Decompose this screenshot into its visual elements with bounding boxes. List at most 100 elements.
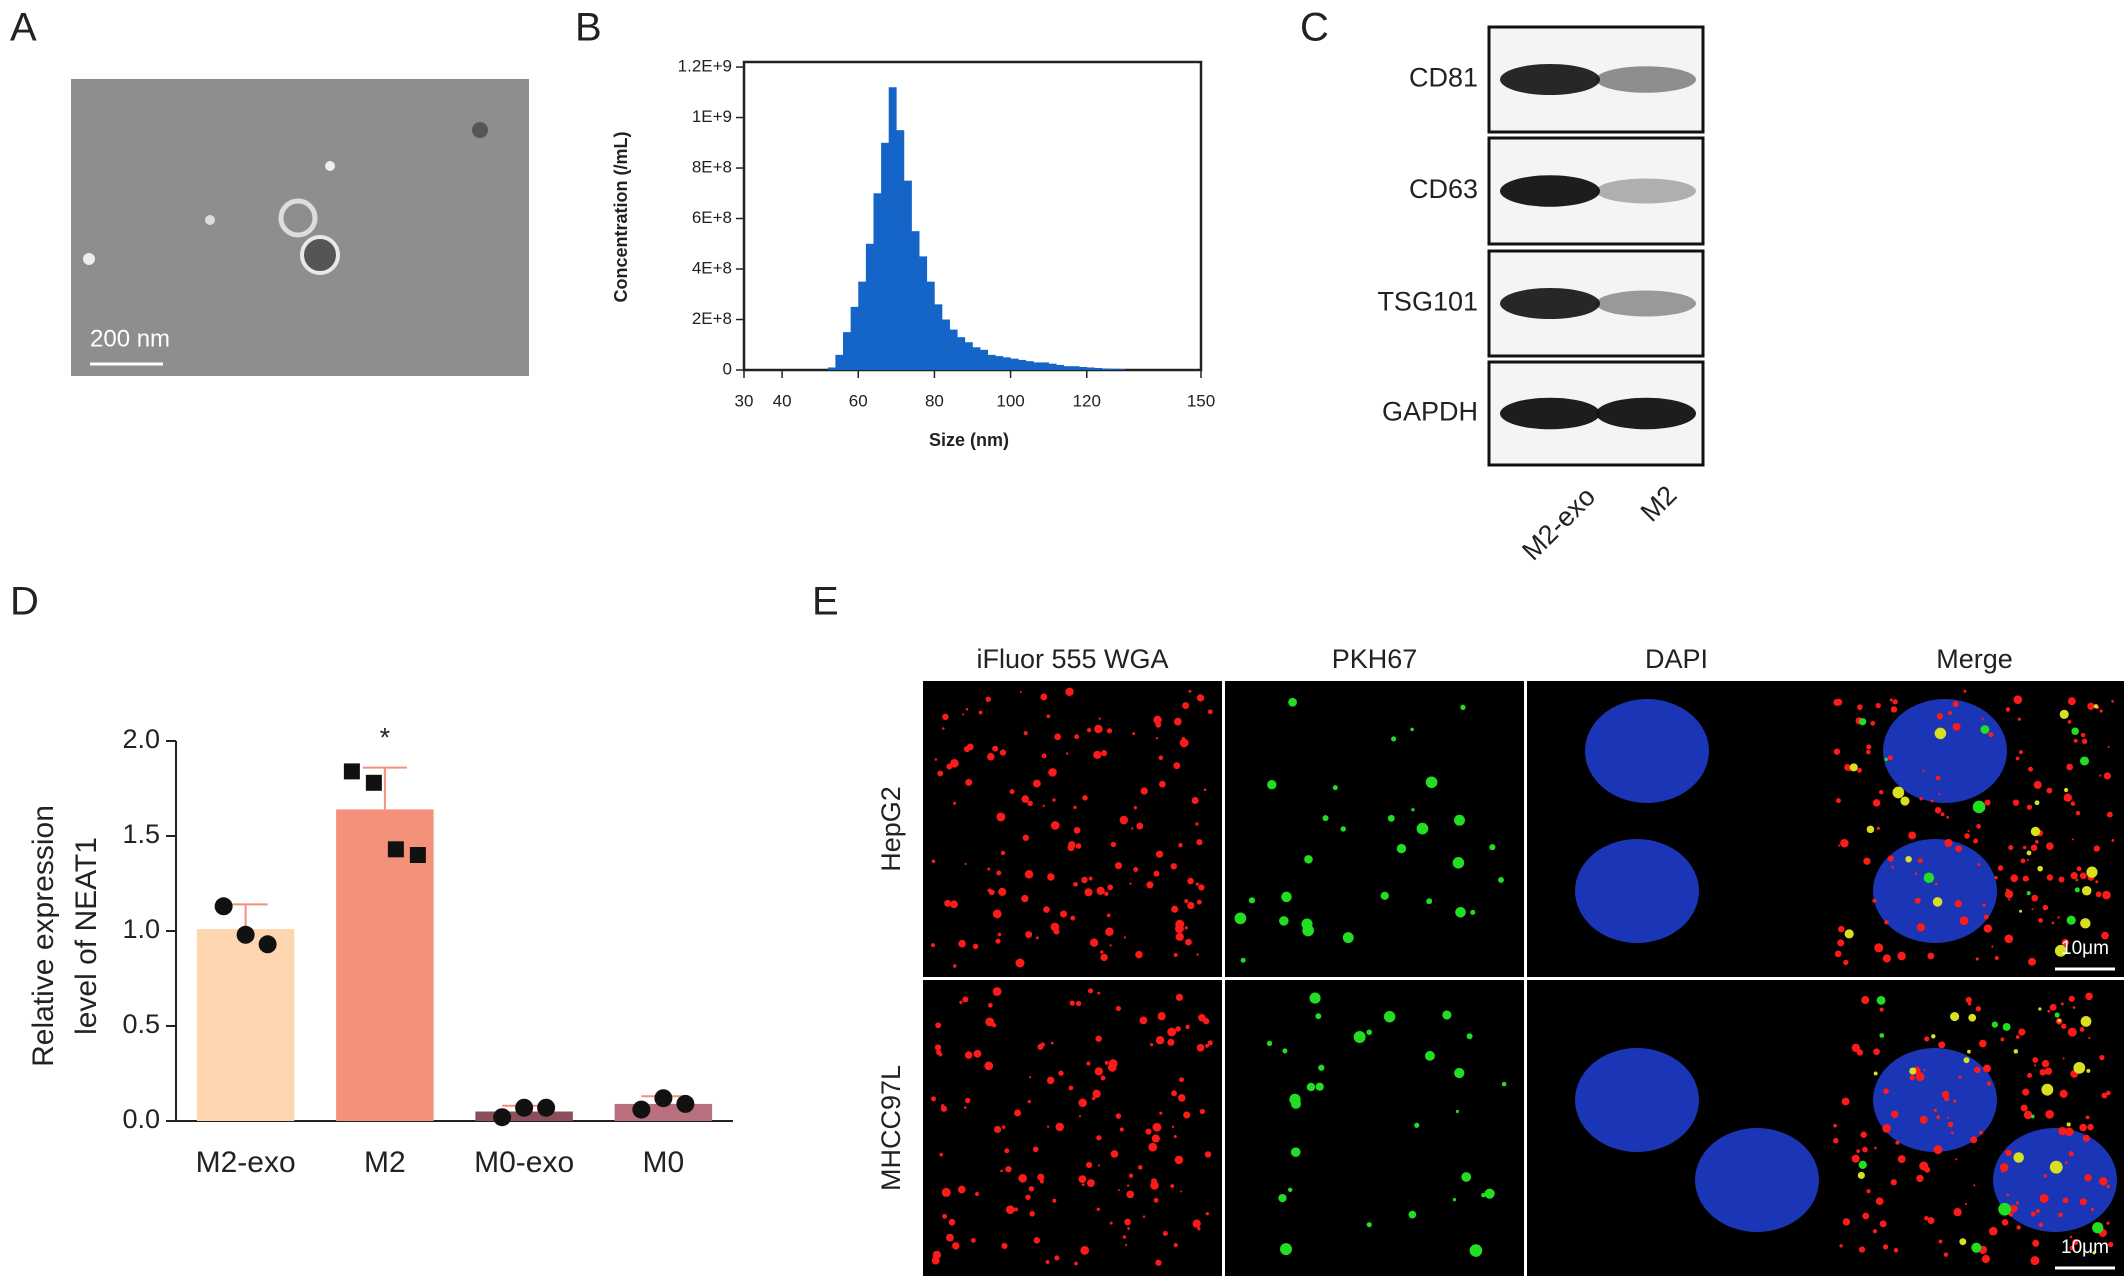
membrane-signal bbox=[1129, 882, 1132, 885]
exosome-signal bbox=[1315, 1013, 1322, 1020]
membrane-signal bbox=[2064, 1161, 2068, 1164]
nucleus bbox=[1873, 1048, 1997, 1152]
membrane-signal bbox=[1033, 1237, 1041, 1244]
membrane-signal bbox=[1184, 926, 1188, 930]
blot-band bbox=[1596, 397, 1696, 430]
membrane-signal bbox=[2059, 1089, 2068, 1098]
membrane-signal bbox=[1875, 1197, 1884, 1206]
membrane-signal bbox=[1047, 873, 1055, 881]
membrane-signal bbox=[2032, 1239, 2040, 1247]
exosome-signal bbox=[1857, 1171, 1865, 1179]
exosome-signal bbox=[2092, 1251, 2096, 1255]
exosome-signal bbox=[2013, 1152, 2024, 1163]
membrane-signal bbox=[1078, 1098, 1087, 1108]
exosome-signal bbox=[1455, 906, 1466, 918]
exosome-signal bbox=[2059, 709, 2069, 719]
membrane-signal bbox=[2022, 1088, 2030, 1096]
membrane-signal bbox=[935, 1022, 942, 1029]
membrane-signal bbox=[1127, 1227, 1130, 1230]
membrane-signal bbox=[1851, 1154, 1860, 1163]
membrane-signal bbox=[1835, 798, 1841, 804]
exosome-signal bbox=[2019, 909, 2023, 913]
y-tick-label: 1.0 bbox=[122, 914, 160, 944]
membrane-signal bbox=[1950, 1131, 1954, 1135]
membrane-signal bbox=[2015, 1035, 2020, 1039]
exosome-signal bbox=[1858, 1160, 1867, 1169]
microscopy-grid: iFluor 555 WGA PKH67 DAPI Merge HepG2 10μm MHC… bbox=[876, 644, 2124, 1276]
membrane-signal bbox=[2034, 840, 2039, 844]
membrane-signal bbox=[1967, 1002, 1972, 1006]
blot-band bbox=[1500, 64, 1600, 95]
membrane-signal bbox=[2058, 1212, 2063, 1218]
membrane-signal bbox=[986, 752, 995, 761]
membrane-signal bbox=[1952, 701, 1959, 708]
histogram-bar bbox=[1117, 369, 1126, 370]
membrane-signal bbox=[1046, 1125, 1050, 1128]
exosome-signal bbox=[1972, 800, 1986, 814]
membrane-signal bbox=[1838, 925, 1845, 933]
exosome-signal bbox=[1501, 1081, 1507, 1087]
exosome-signal bbox=[2041, 1083, 2054, 1096]
membrane-signal bbox=[1106, 728, 1113, 734]
membrane-signal bbox=[1021, 894, 1029, 903]
exosome-signal bbox=[1859, 718, 1867, 726]
panel-label: B bbox=[575, 6, 602, 50]
membrane-signal bbox=[1133, 805, 1138, 810]
membrane-signal bbox=[1173, 762, 1181, 770]
membrane-signal bbox=[1110, 1150, 1119, 1158]
membrane-signal bbox=[1188, 689, 1192, 693]
blot-band bbox=[1500, 175, 1600, 207]
membrane-signal bbox=[998, 887, 1007, 896]
membrane-signal bbox=[1207, 1040, 1213, 1046]
histogram-bar bbox=[1094, 367, 1103, 370]
membrane-signal bbox=[1973, 1184, 1976, 1187]
exosome-signal bbox=[1306, 1082, 1316, 1092]
blot-band bbox=[1596, 290, 1696, 317]
membrane-signal bbox=[1122, 1235, 1127, 1239]
membrane-signal bbox=[2008, 845, 2014, 851]
membrane-signal bbox=[978, 710, 983, 715]
membrane-signal bbox=[1096, 1207, 1100, 1211]
panel-label: D bbox=[10, 580, 39, 624]
membrane-signal bbox=[1088, 876, 1093, 881]
membrane-signal bbox=[1890, 706, 1898, 713]
membrane-signal bbox=[1126, 1190, 1135, 1199]
membrane-signal bbox=[1946, 815, 1949, 819]
membrane-signal bbox=[1000, 850, 1006, 856]
membrane-signal bbox=[1964, 833, 1970, 839]
channel-label: PKH67 bbox=[1332, 644, 1418, 674]
membrane-signal bbox=[1919, 1115, 1928, 1124]
exosome-signal bbox=[1248, 897, 1256, 904]
exosome-signal bbox=[1414, 1122, 1420, 1128]
membrane-signal bbox=[1988, 1226, 1998, 1236]
exosome-signal bbox=[1304, 855, 1313, 864]
membrane-signal bbox=[2062, 1057, 2065, 1060]
membrane-signal bbox=[1914, 897, 1921, 904]
membrane-signal bbox=[1203, 788, 1207, 792]
membrane-signal bbox=[1879, 1007, 1884, 1012]
exosome-signal bbox=[1383, 1010, 1396, 1023]
membrane-signal bbox=[1198, 884, 1205, 891]
membrane-signal bbox=[964, 1097, 971, 1104]
protein-label: GAPDH bbox=[1382, 397, 1478, 427]
membrane-signal bbox=[1204, 1151, 1212, 1158]
data-point bbox=[387, 841, 404, 858]
membrane-signal bbox=[2044, 1067, 2053, 1075]
data-point bbox=[365, 774, 382, 791]
membrane-signal bbox=[2066, 1130, 2071, 1134]
nucleus bbox=[1575, 839, 1699, 943]
western-blot: CD81 CD63 TSG101 GAPDH M2-exo M2 bbox=[1377, 25, 1705, 566]
tem-background bbox=[71, 79, 529, 376]
membrane-signal bbox=[1988, 732, 1994, 738]
exosome-signal bbox=[2092, 1222, 2104, 1234]
membrane-signal bbox=[1025, 1194, 1031, 1200]
membrane-signal bbox=[996, 812, 1006, 822]
membrane-signal bbox=[941, 1187, 951, 1197]
membrane-signal bbox=[1018, 1174, 1027, 1183]
y-tick-label: 2.0 bbox=[122, 724, 160, 754]
protein-label: TSG101 bbox=[1377, 287, 1478, 317]
blot-band bbox=[1596, 178, 1696, 204]
membrane-signal bbox=[1084, 888, 1093, 897]
membrane-signal bbox=[1029, 1211, 1035, 1217]
membrane-signal bbox=[2005, 888, 2010, 892]
